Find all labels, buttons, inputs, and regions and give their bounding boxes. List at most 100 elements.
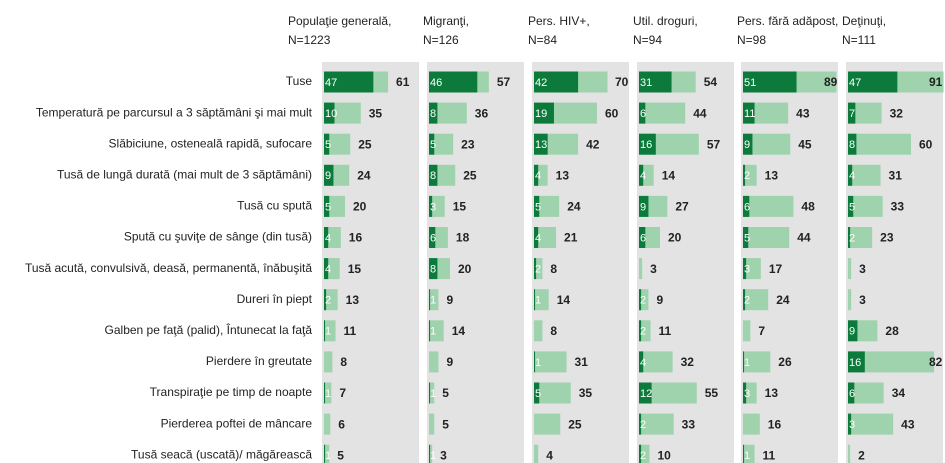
total-label: 4 (546, 448, 553, 462)
inner-bar (429, 133, 435, 155)
total-label: 16 (349, 231, 363, 245)
total-bar (534, 444, 539, 463)
inner-label: 9 (744, 139, 750, 151)
total-bar (743, 444, 755, 463)
inner-bar (848, 164, 853, 186)
total-bar (429, 289, 439, 311)
inner-bar (534, 164, 539, 186)
inner-label: 1 (325, 450, 331, 462)
total-label: 6 (338, 417, 345, 431)
total-bar (534, 320, 543, 342)
total-label: 16 (768, 417, 782, 431)
total-label: 13 (765, 386, 779, 400)
total-bar (429, 382, 435, 404)
inner-bar (743, 102, 755, 124)
category-label: Pierdere în greutate (206, 354, 312, 368)
inner-bar (534, 71, 579, 93)
total-label: 31 (575, 355, 589, 369)
total-label: 34 (892, 386, 906, 400)
total-label: 13 (765, 168, 779, 182)
total-label: 36 (475, 106, 489, 120)
category-label: Tusă seacă (uscată)/ măgărească (131, 447, 312, 461)
total-bar (848, 444, 851, 463)
inner-label: 46 (430, 77, 442, 89)
total-label: 3 (859, 262, 866, 276)
inner-label: 8 (430, 108, 436, 120)
inner-bar (534, 133, 548, 155)
inner-bar (848, 320, 858, 342)
panel-subtitle: N=126 (423, 33, 459, 47)
total-bar (429, 413, 435, 435)
total-label: 10 (658, 448, 672, 462)
inner-label: 7 (849, 108, 855, 120)
total-label: 27 (675, 200, 689, 214)
inner-bar (534, 289, 536, 311)
inner-bar (534, 195, 540, 217)
total-label: 25 (568, 417, 582, 431)
inner-label: 2 (640, 295, 646, 307)
total-bar (534, 413, 561, 435)
total-bar (848, 227, 873, 248)
inner-label: 19 (535, 108, 547, 120)
total-label: 20 (458, 262, 472, 276)
inner-bar (639, 413, 642, 435)
total-bar (639, 351, 673, 373)
total-bar (324, 351, 333, 373)
total-bar (324, 382, 332, 404)
inner-bar (324, 133, 330, 155)
category-label: Tuse (286, 74, 313, 88)
total-label: 14 (557, 293, 571, 307)
total-label: 31 (889, 168, 903, 182)
total-label: 21 (564, 231, 578, 245)
total-label: 42 (586, 137, 600, 151)
inner-bar (324, 71, 374, 93)
inner-bar (639, 227, 646, 248)
inner-bar (429, 289, 431, 311)
total-label: 20 (668, 231, 682, 245)
inner-label: 1 (535, 295, 541, 307)
total-label: 33 (891, 200, 905, 214)
inner-label: 5 (430, 139, 436, 151)
inner-bar (639, 444, 642, 463)
total-label: 89 (824, 75, 838, 89)
total-label: 20 (353, 200, 367, 214)
category-label: Transpiraţie pe timp de noapte (150, 385, 313, 399)
inner-bar (743, 195, 750, 217)
inner-label: 8 (849, 139, 855, 151)
inner-label: 5 (535, 388, 541, 400)
inner-label: 9 (849, 326, 855, 338)
total-bar (848, 351, 935, 373)
total-label: 9 (446, 355, 453, 369)
total-label: 25 (358, 137, 372, 151)
inner-label: 5 (325, 201, 331, 213)
total-bar (534, 195, 560, 217)
inner-label: 4 (325, 232, 331, 244)
total-label: 32 (681, 355, 695, 369)
total-bar (848, 195, 883, 217)
total-bar (639, 444, 650, 463)
total-label: 11 (659, 324, 672, 338)
inner-label: 6 (744, 201, 750, 213)
inner-label: 13 (535, 139, 547, 151)
inner-label: 1 (325, 388, 331, 400)
inner-label: 1 (535, 357, 541, 369)
total-bar (639, 102, 686, 124)
inner-label: 5 (744, 232, 750, 244)
total-label: 8 (550, 262, 557, 276)
total-bar (743, 164, 757, 186)
total-label: 23 (461, 137, 475, 151)
inner-label: 16 (849, 357, 861, 369)
inner-bar (743, 289, 746, 311)
inner-bar (743, 382, 747, 404)
total-label: 2 (858, 448, 865, 462)
total-bar (743, 413, 760, 435)
panel-title: Migranţi, (423, 14, 469, 28)
total-bar (429, 133, 454, 155)
total-bar (743, 258, 761, 280)
inner-label: 6 (640, 108, 646, 120)
inner-bar (429, 258, 438, 280)
inner-label: 11 (744, 108, 755, 120)
inner-label: 1 (744, 450, 750, 462)
inner-bar (848, 413, 852, 435)
inner-bar (324, 320, 326, 342)
